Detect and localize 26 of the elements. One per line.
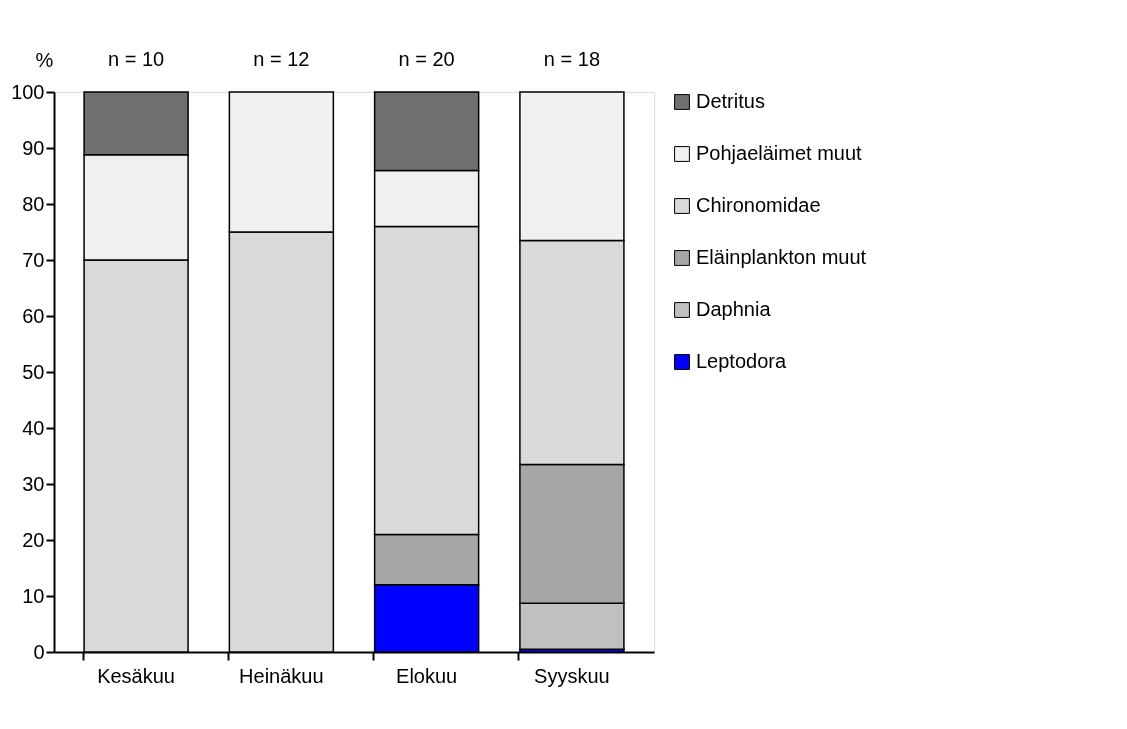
text: n = 10 (108, 48, 165, 70)
legend-label: Pohjaeläimet muut (696, 142, 863, 164)
text: n = 20 (398, 48, 455, 70)
y-tick-label: 0 (33, 640, 45, 663)
text: n = 12 (253, 48, 310, 70)
legend-label: Chironomidae (696, 194, 821, 216)
y-tick-label: 100 (11, 80, 45, 103)
x-tick-label: Heinäkuu (239, 664, 324, 687)
text: n = 18 (543, 48, 600, 70)
y-tick-label: 40 (22, 416, 45, 439)
x-tick-label: Elokuu (396, 664, 458, 687)
x-tick-label: Kesäkuu (97, 664, 175, 687)
y-tick-label: 10 (22, 584, 45, 607)
legend-label: Eläinplankton muut (696, 246, 867, 268)
y-axis-title: % (35, 48, 54, 71)
y-tick-label: 60 (22, 304, 45, 327)
legend-label: Detritus (696, 90, 765, 112)
y-tick-label: 90 (22, 136, 45, 159)
y-tick-label: 70 (22, 248, 45, 271)
y-tick-label: 80 (22, 192, 45, 215)
legend-label: Daphnia (696, 298, 772, 320)
y-tick-label: 20 (22, 528, 45, 551)
x-tick-label: Syyskuu (534, 664, 610, 687)
legend-label: Leptodora (696, 350, 787, 372)
y-tick-label: 30 (22, 472, 45, 495)
y-tick-label: 50 (22, 360, 45, 383)
